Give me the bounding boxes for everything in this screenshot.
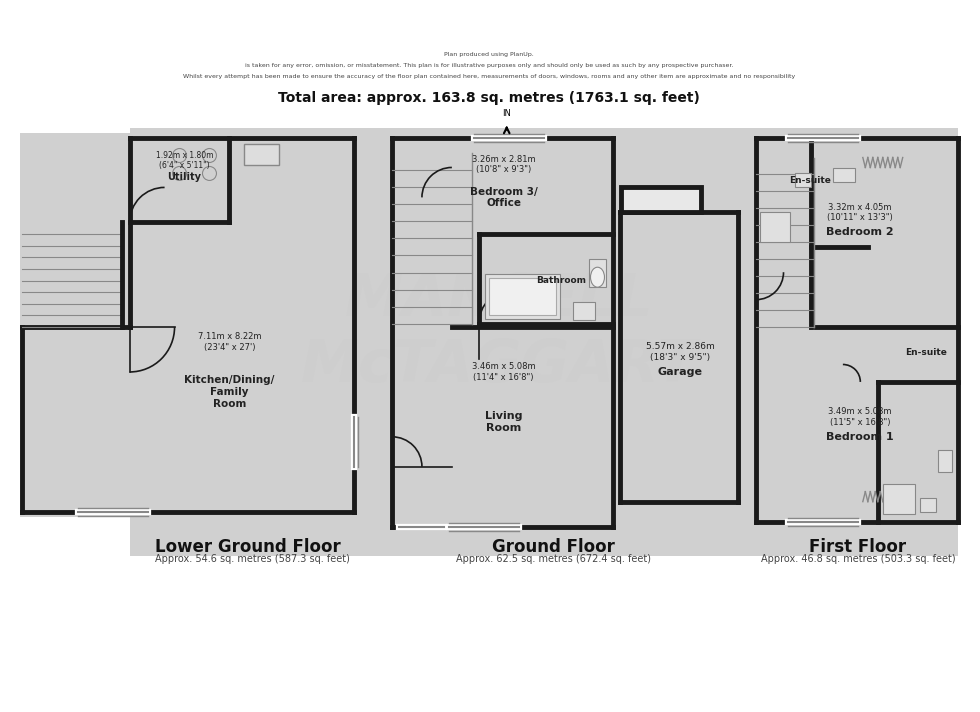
Text: Garage: Garage [658, 367, 703, 377]
Text: Plan produced using PlanUp.: Plan produced using PlanUp. [444, 52, 534, 57]
Bar [244, 144, 279, 165]
Text: 7.11m x 8.22m
(23'4" x 27'): 7.11m x 8.22m (23'4" x 27') [198, 333, 262, 352]
Text: Bedroom 1: Bedroom 1 [826, 431, 894, 442]
Text: Ground Floor: Ground Floor [492, 538, 615, 557]
Bar [572, 302, 595, 320]
Text: En-suite: En-suite [905, 347, 947, 357]
Text: Approx. 46.8 sq. metres (503.3 sq. feet): Approx. 46.8 sq. metres (503.3 sq. feet) [760, 555, 956, 565]
Text: Approx. 54.6 sq. metres (587.3 sq. feet): Approx. 54.6 sq. metres (587.3 sq. feet) [155, 555, 350, 565]
Text: 3.32m x 4.05m
(10'11" x 13'3"): 3.32m x 4.05m (10'11" x 13'3") [827, 203, 893, 222]
Text: Total area: approx. 163.8 sq. metres (1763.1 sq. feet): Total area: approx. 163.8 sq. metres (17… [278, 90, 700, 105]
Text: En-suite: En-suite [789, 176, 831, 185]
Bar [919, 498, 936, 512]
Bar [833, 169, 855, 182]
Text: Kitchen/Dining/
Family
Room: Kitchen/Dining/ Family Room [184, 375, 274, 409]
Bar [20, 132, 356, 517]
Bar [795, 174, 811, 187]
Text: Living
Room: Living Room [485, 411, 522, 433]
Text: 3.26m x 2.81m
(10'8" x 9'3"): 3.26m x 2.81m (10'8" x 9'3") [472, 155, 535, 174]
Text: is taken for any error, omission, or misstatement. This plan is for illustrative: is taken for any error, omission, or mis… [245, 63, 733, 68]
Bar [883, 483, 914, 513]
Text: MANSELL
McTAGGART: MANSELL McTAGGART [301, 271, 697, 394]
Bar [621, 187, 702, 212]
Text: 5.57m x 2.86m
(18'3" x 9'5"): 5.57m x 2.86m (18'3" x 9'5") [646, 342, 714, 362]
Text: Approx. 62.5 sq. metres (672.4 sq. feet): Approx. 62.5 sq. metres (672.4 sq. feet) [456, 555, 651, 565]
Bar [760, 212, 790, 242]
Text: Bathroom: Bathroom [537, 276, 587, 285]
Bar [489, 278, 556, 315]
Bar [938, 450, 952, 472]
Ellipse shape [591, 267, 605, 287]
Text: 1.92m x 1.80m
(6'4" x 5'11"): 1.92m x 1.80m (6'4" x 5'11") [156, 151, 214, 170]
Text: First Floor: First Floor [809, 538, 906, 557]
Bar [589, 259, 607, 287]
Text: 3.46m x 5.08m
(11'4" x 16'8"): 3.46m x 5.08m (11'4" x 16'8") [472, 362, 535, 382]
Text: IN: IN [503, 109, 512, 117]
Bar [485, 274, 560, 319]
Text: Whilst every attempt has been made to ensure the accuracy of the floor plan cont: Whilst every attempt has been made to en… [182, 74, 795, 79]
Text: Lower Ground Floor: Lower Ground Floor [155, 538, 340, 557]
Text: 3.49m x 5.08m
(11'5" x 16'8"): 3.49m x 5.08m (11'5" x 16'8") [828, 407, 892, 426]
Text: Bedroom 3/
Office: Bedroom 3/ Office [469, 187, 538, 208]
Bar [129, 127, 957, 557]
Text: Utility: Utility [168, 172, 202, 182]
Text: Bedroom 2: Bedroom 2 [826, 227, 894, 237]
